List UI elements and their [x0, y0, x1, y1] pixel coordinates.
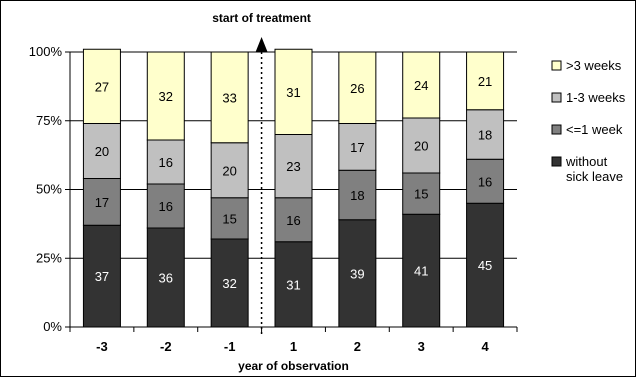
- data-label: 24: [414, 78, 428, 93]
- bar-segment: [210, 197, 249, 240]
- bar-segment: [210, 51, 249, 144]
- legend-label: sick leave: [566, 169, 623, 184]
- x-tick-label: -1: [224, 339, 236, 354]
- data-label: 16: [478, 174, 492, 189]
- data-label: 39: [350, 266, 364, 281]
- data-label: 21: [478, 74, 492, 89]
- legend-swatch: [551, 92, 562, 103]
- treatment-annotation-label: start of treatment: [212, 11, 311, 25]
- data-label: 41: [414, 264, 428, 279]
- x-tick-label: -2: [160, 339, 172, 354]
- data-label: 20: [95, 144, 109, 159]
- legend-label: without: [565, 154, 608, 169]
- data-label: 45: [478, 258, 492, 273]
- bar-segment: [82, 123, 121, 179]
- bar-segment: [466, 109, 505, 160]
- data-label: 31: [286, 277, 300, 292]
- x-tick-label: 4: [481, 339, 489, 354]
- data-label: 18: [350, 188, 364, 203]
- bar-segment: [402, 51, 441, 119]
- data-label: 16: [159, 199, 173, 214]
- data-label: 36: [159, 271, 173, 286]
- bar-segment: [146, 51, 185, 141]
- data-label: 20: [414, 139, 428, 154]
- legend-label: 1-3 weeks: [566, 90, 626, 105]
- axes: 0%25%50%75%100%-3 -2 -1 1 2 3 4: [29, 44, 518, 354]
- data-label: 17: [350, 140, 364, 155]
- data-label: 32: [159, 89, 173, 104]
- bar-segment: [146, 183, 185, 229]
- y-tick-label: 50%: [36, 182, 62, 197]
- data-label: 32: [222, 276, 236, 291]
- data-label: 16: [159, 155, 173, 170]
- bar-segment: [402, 172, 441, 215]
- legend-swatch: [551, 156, 562, 167]
- y-tick-label: 75%: [36, 113, 62, 128]
- data-label: 16: [286, 213, 300, 228]
- treatment-arrow-icon: [255, 37, 268, 52]
- data-label: 17: [95, 195, 109, 210]
- bar-segment: [466, 51, 505, 111]
- bar-segment: [274, 197, 313, 243]
- x-tick-label: 2: [354, 339, 361, 354]
- legend-label: <=1 week: [566, 122, 623, 137]
- bar-segment: [466, 158, 505, 204]
- y-tick-label: 100%: [29, 44, 63, 59]
- x-tick-label: 3: [418, 339, 425, 354]
- bar-segment: [338, 123, 377, 171]
- bar-segment: [338, 51, 377, 124]
- bar-segment: [402, 117, 441, 174]
- data-label: 18: [478, 128, 492, 143]
- data-label: 27: [95, 79, 109, 94]
- data-label: 23: [286, 159, 300, 174]
- data-label: 15: [414, 187, 428, 202]
- y-tick-label: 0%: [43, 319, 62, 334]
- y-tick-label: 25%: [36, 250, 62, 265]
- data-label: 31: [286, 85, 300, 100]
- annotation: start of treatment: [212, 11, 311, 337]
- bars: 37 17 20 27 36 16 16 32 32 15 20 33 31 16 23 31 39 18 17 26…: [82, 48, 505, 328]
- data-label: 37: [95, 269, 109, 284]
- bar-segment: [338, 169, 377, 221]
- legend-swatch: [551, 60, 562, 71]
- data-label: 33: [222, 90, 236, 105]
- bar-segment: [146, 139, 185, 185]
- bar-segment: [210, 142, 249, 199]
- data-label: 26: [350, 81, 364, 96]
- x-axis-title: year of observation: [238, 359, 349, 373]
- bar-segment: [466, 202, 505, 328]
- bar-segment: [274, 134, 313, 199]
- data-label: 20: [222, 163, 236, 178]
- bar-segment: [82, 48, 121, 124]
- legend-swatch: [551, 124, 562, 135]
- legend-label: >3 weeks: [566, 58, 622, 73]
- x-tick-label: -3: [96, 339, 108, 354]
- bar-segment: [274, 48, 313, 135]
- x-tick-label: 1: [290, 339, 297, 354]
- data-label: 15: [222, 211, 236, 226]
